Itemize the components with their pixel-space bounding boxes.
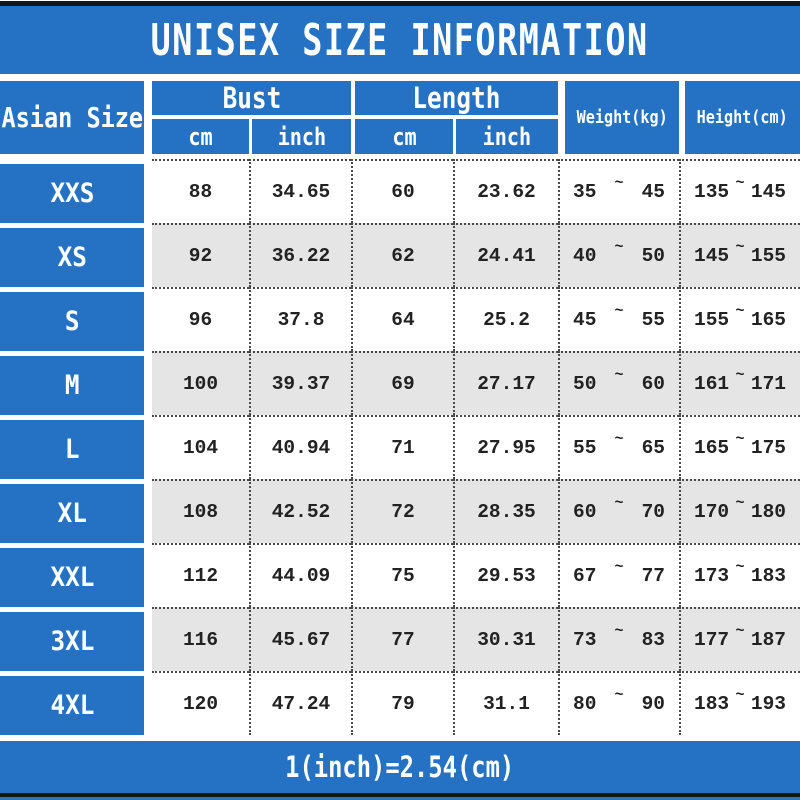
title-banner: UNISEX SIZE INFORMATION xyxy=(0,6,800,74)
header-weight: Weight(kg) xyxy=(558,81,679,159)
tilde: ~ xyxy=(614,558,624,576)
weight-range-cell: 40 ~50 xyxy=(558,223,679,287)
length-inch-cell: 24.41 xyxy=(453,223,558,287)
length-cm-cell: 75 xyxy=(351,543,453,607)
weight-range-cell: 55 ~65 xyxy=(558,415,679,479)
length-cm-cell: 60 xyxy=(351,159,453,223)
subheader-bust-inch: inch xyxy=(249,119,351,159)
tilde: ~ xyxy=(735,302,745,320)
header-group-length: Length xyxy=(351,81,558,119)
size-label: M xyxy=(0,351,152,415)
length-inch-cell: 31.1 xyxy=(453,671,558,735)
height-range-cell: 170 ~180 xyxy=(679,479,800,543)
weight-range-cell: 45 ~55 xyxy=(558,287,679,351)
weight-range-cell: 35 ~45 xyxy=(558,159,679,223)
bust-inch-cell: 44.09 xyxy=(249,543,351,607)
bust-inch-cell: 37.8 xyxy=(249,287,351,351)
length-cm-cell: 71 xyxy=(351,415,453,479)
tilde: ~ xyxy=(614,686,624,704)
subheader-bust-cm: cm xyxy=(152,119,249,159)
bust-cm-cell: 92 xyxy=(152,223,249,287)
bust-cm-cell: 104 xyxy=(152,415,249,479)
tilde: ~ xyxy=(735,494,745,512)
tilde: ~ xyxy=(735,366,745,384)
tilde: ~ xyxy=(735,558,745,576)
weight-range-cell: 67 ~77 xyxy=(558,543,679,607)
size-label: 4XL xyxy=(0,671,152,735)
length-inch-cell: 25.2 xyxy=(453,287,558,351)
length-cm-cell: 79 xyxy=(351,671,453,735)
length-cm-cell: 62 xyxy=(351,223,453,287)
length-cm-cell: 72 xyxy=(351,479,453,543)
tilde: ~ xyxy=(735,686,745,704)
length-cm-cell: 77 xyxy=(351,607,453,671)
height-range-cell: 183 ~193 xyxy=(679,671,800,735)
size-label: S xyxy=(0,287,152,351)
bust-cm-cell: 96 xyxy=(152,287,249,351)
tilde: ~ xyxy=(735,174,745,192)
subheader-length-inch: inch xyxy=(453,119,558,159)
bust-inch-cell: 36.22 xyxy=(249,223,351,287)
header-height: Height(cm) xyxy=(679,81,800,159)
header-asian-size: Asian Size xyxy=(0,81,152,159)
tilde: ~ xyxy=(614,430,624,448)
bust-inch-cell: 39.37 xyxy=(249,351,351,415)
bust-inch-cell: 45.67 xyxy=(249,607,351,671)
top-border-bar xyxy=(0,1,800,6)
tilde: ~ xyxy=(614,174,624,192)
tilde: ~ xyxy=(735,622,745,640)
length-inch-cell: 23.62 xyxy=(453,159,558,223)
length-inch-cell: 27.95 xyxy=(453,415,558,479)
height-range-cell: 177 ~187 xyxy=(679,607,800,671)
tilde: ~ xyxy=(614,494,624,512)
height-range-cell: 161 ~171 xyxy=(679,351,800,415)
weight-range-cell: 50 ~60 xyxy=(558,351,679,415)
bust-inch-cell: 47.24 xyxy=(249,671,351,735)
bust-inch-cell: 40.94 xyxy=(249,415,351,479)
bust-cm-cell: 88 xyxy=(152,159,249,223)
size-label: XL xyxy=(0,479,152,543)
length-inch-cell: 27.17 xyxy=(453,351,558,415)
bottom-edge-strip xyxy=(0,797,800,800)
bust-cm-cell: 116 xyxy=(152,607,249,671)
length-inch-cell: 29.53 xyxy=(453,543,558,607)
header-group-bust: Bust xyxy=(152,81,351,119)
top-edge-highlight xyxy=(0,0,800,1)
length-cm-cell: 64 xyxy=(351,287,453,351)
size-label: L xyxy=(0,415,152,479)
conversion-note-banner: 1(inch)=2.54(cm) xyxy=(0,741,800,793)
size-label: XXL xyxy=(0,543,152,607)
height-range-cell: 155 ~165 xyxy=(679,287,800,351)
length-inch-cell: 28.35 xyxy=(453,479,558,543)
tilde: ~ xyxy=(614,366,624,384)
size-label: XXS xyxy=(0,159,152,223)
conversion-note: 1(inch)=2.54(cm) xyxy=(285,750,515,784)
bust-cm-cell: 112 xyxy=(152,543,249,607)
tilde: ~ xyxy=(614,622,624,640)
height-range-cell: 145 ~155 xyxy=(679,223,800,287)
tilde: ~ xyxy=(735,430,745,448)
bottom-border-bar xyxy=(0,793,800,797)
height-range-cell: 173 ~183 xyxy=(679,543,800,607)
bust-inch-cell: 34.65 xyxy=(249,159,351,223)
bust-cm-cell: 108 xyxy=(152,479,249,543)
tilde: ~ xyxy=(614,302,624,320)
tilde: ~ xyxy=(614,238,624,256)
size-label: XS xyxy=(0,223,152,287)
bust-cm-cell: 100 xyxy=(152,351,249,415)
page-title: UNISEX SIZE INFORMATION xyxy=(150,14,650,66)
weight-range-cell: 73 ~83 xyxy=(558,607,679,671)
weight-range-cell: 80 ~90 xyxy=(558,671,679,735)
bust-inch-cell: 42.52 xyxy=(249,479,351,543)
tilde: ~ xyxy=(735,238,745,256)
length-cm-cell: 69 xyxy=(351,351,453,415)
length-inch-cell: 30.31 xyxy=(453,607,558,671)
size-label: 3XL xyxy=(0,607,152,671)
weight-range-cell: 60 ~70 xyxy=(558,479,679,543)
height-range-cell: 135 ~145 xyxy=(679,159,800,223)
size-table: Asian Size Bust Length Weight(kg) Height… xyxy=(0,81,800,735)
subheader-length-cm: cm xyxy=(351,119,453,159)
bust-cm-cell: 120 xyxy=(152,671,249,735)
height-range-cell: 165 ~175 xyxy=(679,415,800,479)
